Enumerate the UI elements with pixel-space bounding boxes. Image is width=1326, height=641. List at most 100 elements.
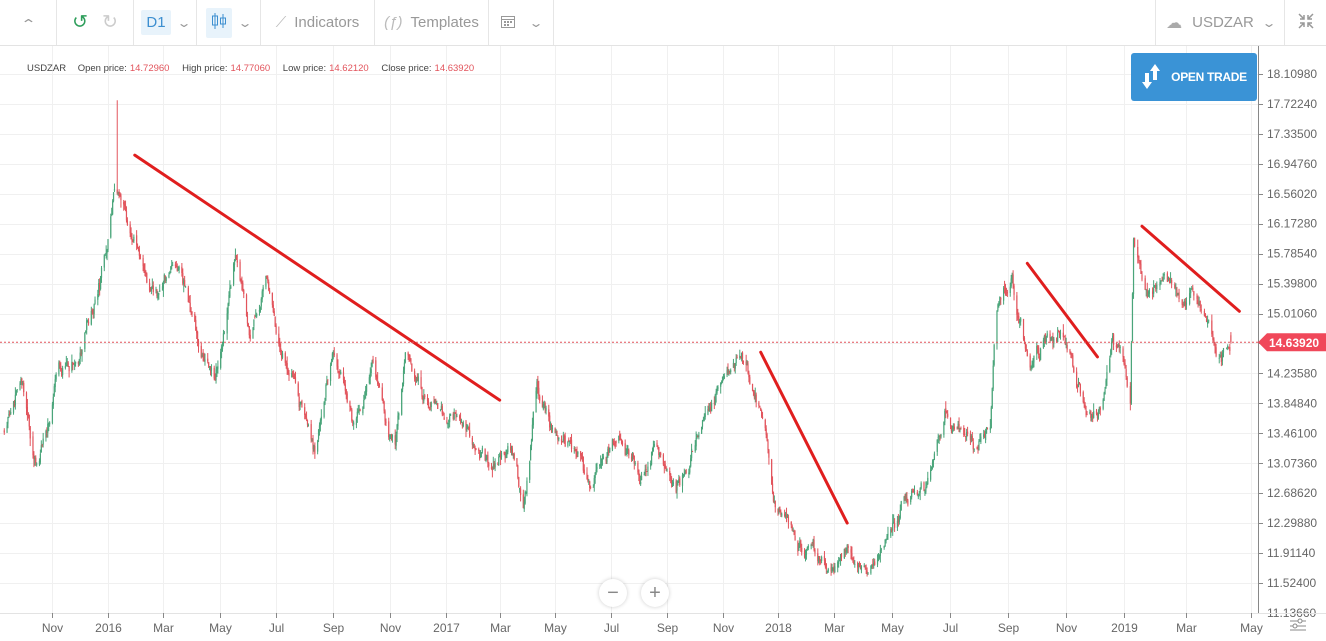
candle: [62, 368, 64, 376]
candle: [326, 380, 328, 386]
candle: [519, 488, 522, 496]
candle: [652, 446, 654, 452]
candle: [1171, 280, 1173, 284]
trendlines[interactable]: [133, 153, 1241, 525]
candle: [1022, 318, 1025, 340]
templates-button[interactable]: (ƒ) Templates: [375, 0, 489, 45]
trendline[interactable]: [1140, 224, 1241, 313]
fullscreen-exit-icon: [1297, 12, 1314, 33]
candle: [918, 493, 920, 495]
trendline[interactable]: [133, 153, 502, 402]
candle: [554, 428, 556, 433]
candle: [124, 205, 127, 211]
candle: [195, 319, 197, 331]
y-axis[interactable]: 18.10980 17.72240 17.33500 16.94760 16.56020…: [1258, 67, 1317, 620]
candle: [90, 310, 92, 325]
candle: [93, 304, 95, 315]
candle: [28, 415, 30, 427]
candle: [292, 372, 294, 375]
candle: [479, 455, 482, 458]
candle: [319, 420, 322, 426]
candle: [110, 216, 112, 238]
candle: [535, 391, 537, 413]
candle: [1198, 302, 1200, 305]
candle: [551, 427, 554, 430]
candle: [844, 549, 846, 553]
candle: [631, 453, 634, 460]
redo-icon[interactable]: ↻: [102, 12, 118, 33]
candle: [550, 424, 553, 429]
candle: [803, 550, 806, 558]
candle: [329, 364, 332, 382]
candle: [1084, 404, 1086, 409]
indicators-button[interactable]: ⟋ Indicators: [261, 0, 375, 45]
candle: [1006, 291, 1009, 294]
candle: [159, 290, 161, 292]
candle: [969, 434, 972, 441]
candle: [529, 446, 532, 461]
candle: [19, 383, 21, 390]
candle: [350, 407, 352, 409]
candle: [377, 380, 379, 385]
calendar-button[interactable]: ⌄: [489, 0, 554, 45]
candle: [790, 521, 792, 526]
candle: [1056, 337, 1058, 342]
candle: [146, 273, 148, 283]
candle: [504, 453, 506, 458]
candle: [883, 546, 885, 548]
candle: [643, 474, 645, 476]
price-chart[interactable]: 18.10980 17.72240 17.33500 16.94760 16.56020…: [0, 46, 1326, 641]
candle: [1161, 280, 1163, 282]
candle: [684, 471, 686, 474]
fullscreen-button[interactable]: [1284, 0, 1326, 45]
candle: [773, 501, 775, 503]
candle: [488, 463, 490, 467]
candle: [832, 568, 834, 570]
undo-icon[interactable]: ↺: [72, 12, 88, 33]
zoom-out-button[interactable]: −: [599, 579, 627, 607]
candle: [14, 394, 16, 406]
chart-settings-button[interactable]: [1288, 618, 1308, 637]
symbol-select[interactable]: ☁ USDZAR ⌄: [1155, 0, 1284, 45]
candle: [1004, 286, 1007, 292]
candle: [1205, 318, 1208, 322]
candle: [233, 259, 236, 265]
candle: [1082, 392, 1084, 403]
candle: [462, 422, 464, 427]
candle: [300, 402, 302, 404]
candle: [538, 387, 540, 396]
candle: [971, 436, 973, 442]
candle: [172, 265, 174, 266]
candle: [317, 429, 320, 439]
candle: [931, 461, 934, 466]
timeframe-select[interactable]: D1 ⌄: [134, 0, 197, 45]
candle: [1220, 354, 1222, 362]
candle: [362, 407, 364, 414]
collapse-button[interactable]: ⌄: [0, 0, 57, 45]
candle: [465, 421, 467, 431]
candle: [1132, 239, 1135, 295]
candle: [338, 371, 340, 374]
trendline[interactable]: [759, 350, 849, 525]
candle: [94, 299, 96, 304]
candle: [567, 441, 569, 446]
zoom-in-button[interactable]: +: [641, 579, 669, 607]
candle: [1221, 352, 1224, 362]
candle: [7, 417, 9, 424]
candle: [509, 446, 512, 450]
open-trade-button[interactable]: OPEN TRADE: [1131, 53, 1257, 101]
candle: [825, 563, 827, 570]
candle: [9, 413, 11, 415]
candle: [858, 564, 861, 566]
candle: [40, 445, 42, 453]
x-tick-label: Jul: [269, 621, 284, 635]
trendline[interactable]: [1025, 261, 1099, 359]
candle: [1109, 358, 1111, 372]
candle: [720, 383, 722, 387]
chart-type-select[interactable]: ⌄: [197, 0, 261, 45]
candle: [669, 471, 671, 476]
x-axis[interactable]: Nov 2016 Mar May Jul Sep Nov 2017 Mar May Jul Sep No…: [0, 613, 1326, 635]
candle: [896, 520, 899, 528]
candle: [854, 563, 856, 565]
candle: [325, 384, 327, 398]
